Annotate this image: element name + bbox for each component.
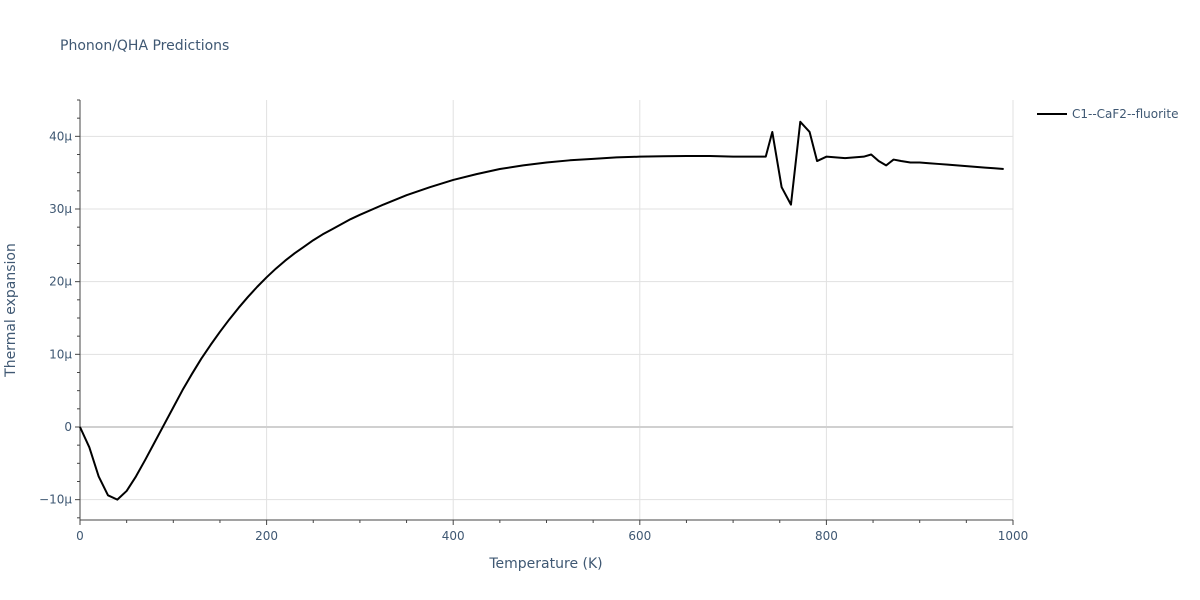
x-axis-ticks: 0 200 400 600 800 1000 [76, 520, 1028, 543]
x-tick-label: 1000 [998, 529, 1029, 543]
chart-title: Phonon/QHA Predictions [60, 38, 229, 54]
y-tick-label: 30μ [49, 202, 72, 216]
y-tick-label: 20μ [49, 275, 72, 289]
x-tick-label: 600 [628, 529, 651, 543]
y-tick-label: 0 [64, 420, 72, 434]
x-axis-title: Temperature (K) [488, 556, 602, 572]
series-layer [79, 120, 1004, 501]
legend-label: C1--CaF2--fluorite [1072, 107, 1178, 121]
y-tick-label: 40μ [49, 129, 72, 143]
y-tick-label: 10μ [49, 347, 72, 361]
x-tick-label: 400 [442, 529, 465, 543]
x-tick-label: 0 [76, 529, 84, 543]
legend[interactable]: C1--CaF2--fluorite [1037, 107, 1178, 121]
x-tick-label: 200 [255, 529, 278, 543]
gridlines [80, 100, 1014, 520]
y-tick-label: −10μ [39, 493, 72, 507]
series-line [79, 120, 1004, 501]
y-axis-ticks: −10μ 0 10μ 20μ 30μ 40μ [39, 99, 80, 519]
y-axis-title: Thermal expansion [3, 243, 19, 378]
x-tick-label: 800 [815, 529, 838, 543]
